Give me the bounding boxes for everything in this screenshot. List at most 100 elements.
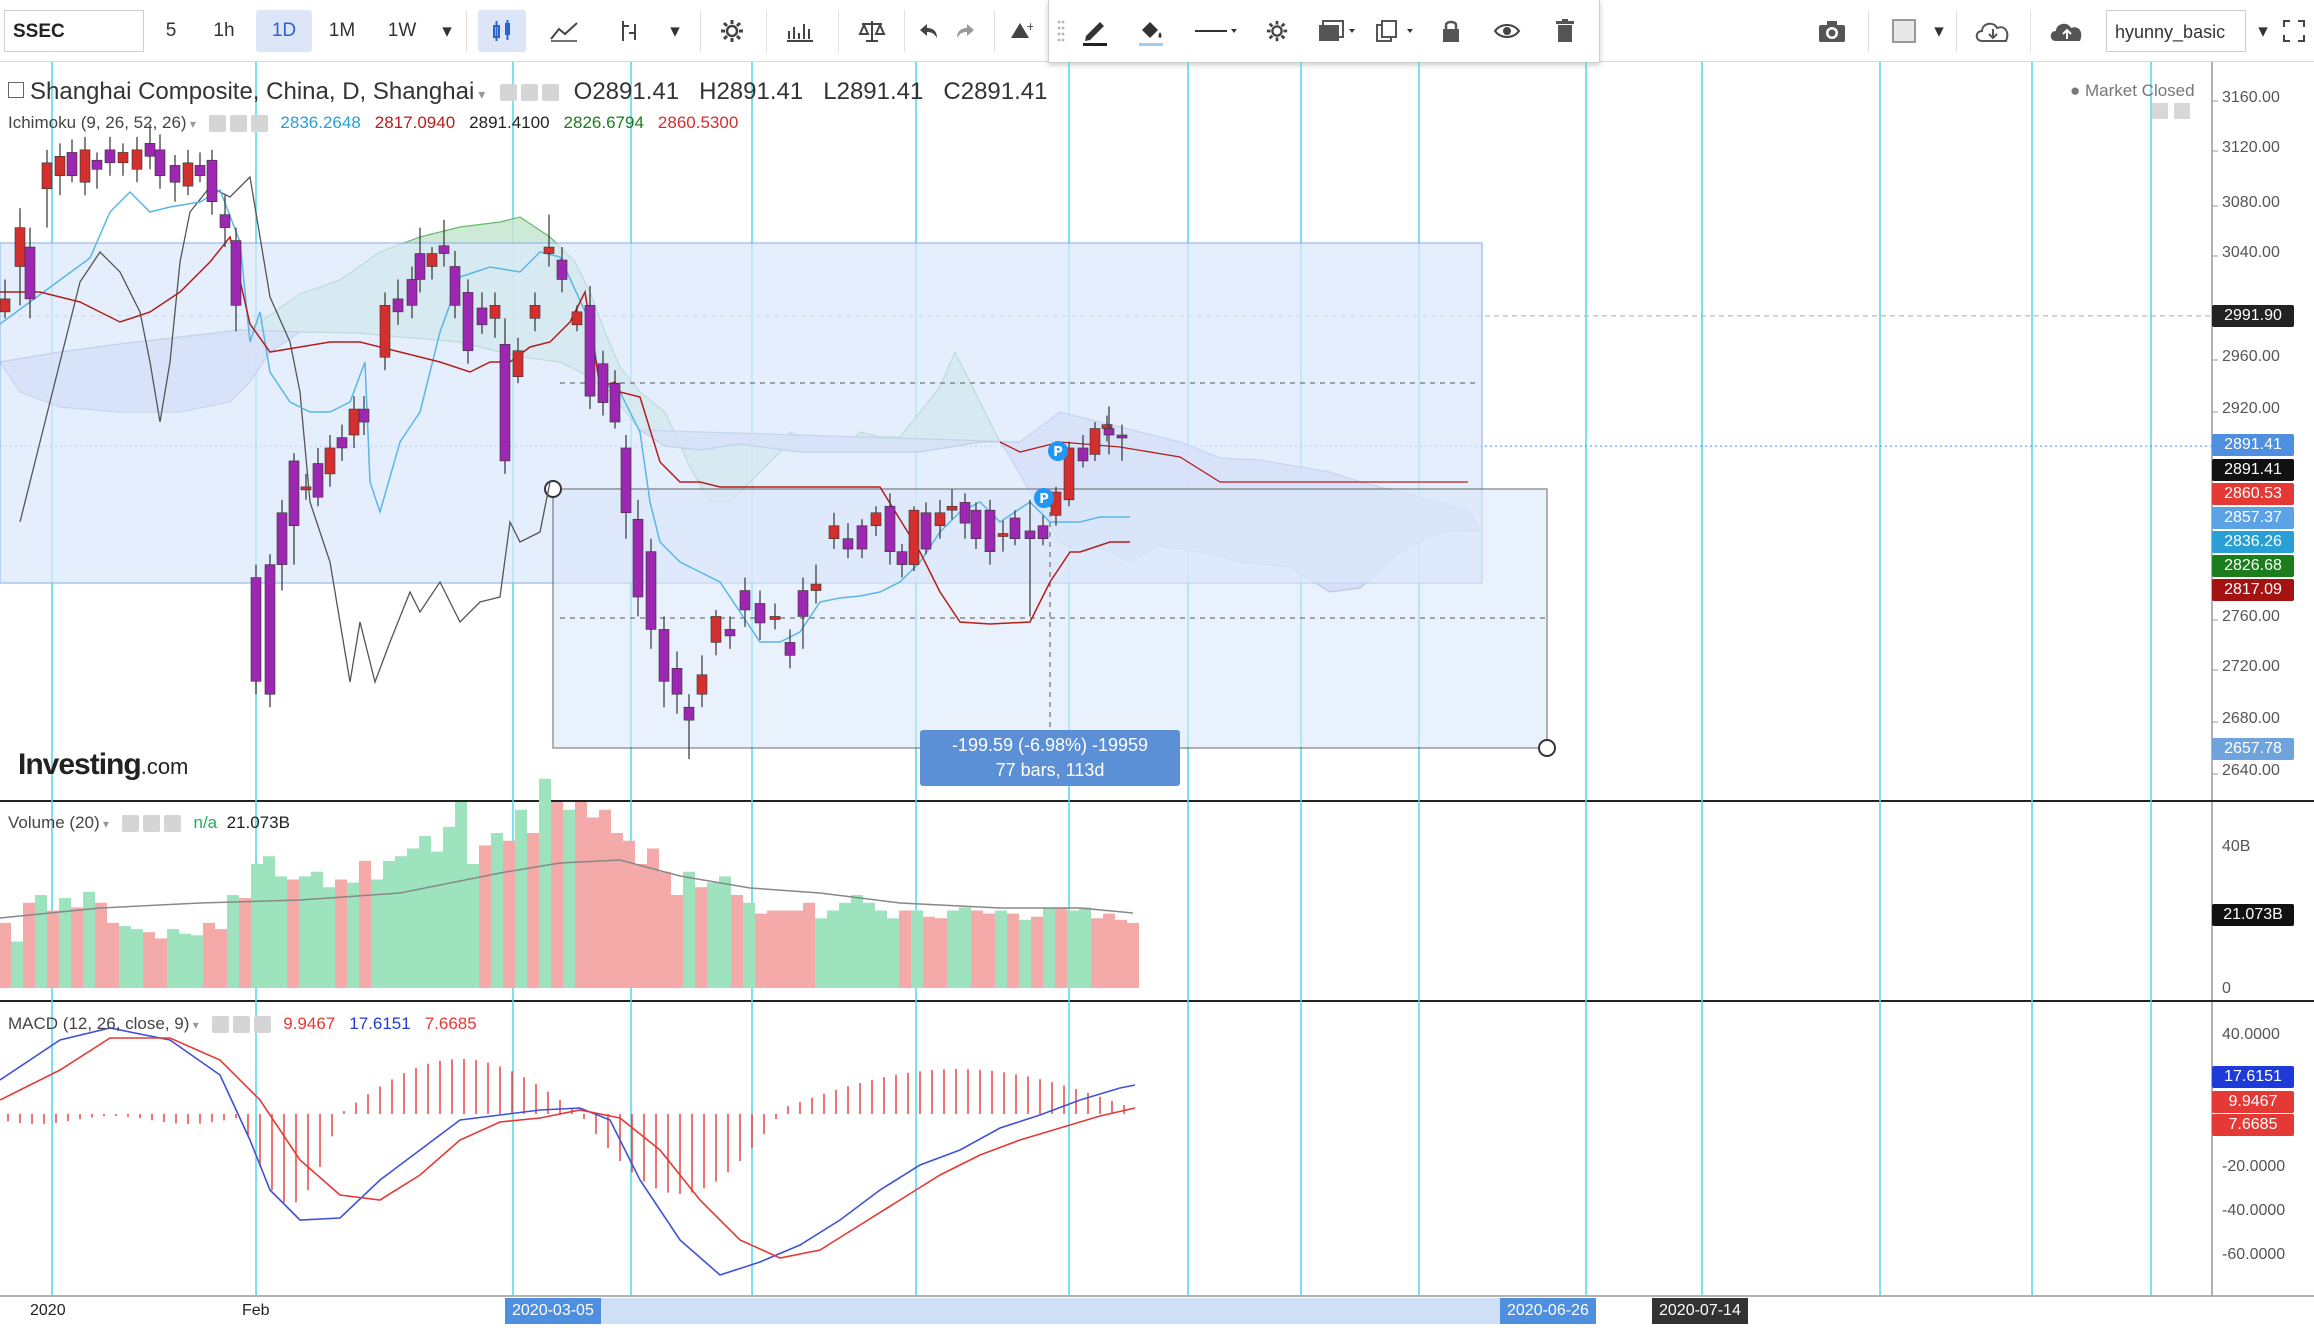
- candle-body: [24, 246, 36, 300]
- visibility-icon[interactable]: [499, 84, 517, 102]
- scale-up-icon[interactable]: [2174, 103, 2190, 119]
- price-tick: 2960.00: [2222, 348, 2280, 365]
- cloud-upload-icon[interactable]: [2036, 10, 2098, 52]
- volume-settings-icon[interactable]: [142, 815, 160, 833]
- line-style-icon[interactable]: [1185, 10, 1247, 52]
- collapse-icon[interactable]: [8, 81, 24, 98]
- fullscreen-icon[interactable]: [2276, 10, 2312, 52]
- candle-body: [584, 305, 596, 397]
- candle-body: [324, 447, 336, 475]
- legend-dropdown-icon[interactable]: ▾: [478, 86, 486, 102]
- volume-visibility-icon[interactable]: [121, 815, 139, 833]
- ichimoku-settings-icon[interactable]: [229, 115, 247, 133]
- legend-settings-icon[interactable]: [520, 84, 538, 102]
- position-marker-label: P: [1053, 445, 1063, 460]
- candle-body: [1063, 447, 1075, 501]
- ichimoku-visibility-icon[interactable]: [208, 115, 226, 133]
- candles-icon[interactable]: [478, 10, 526, 52]
- volume-tag: 21.073B: [2212, 904, 2294, 926]
- lock-icon[interactable]: [1429, 10, 1473, 52]
- indicators-icon[interactable]: [606, 10, 654, 52]
- volume-bar: [107, 922, 119, 988]
- clone-icon[interactable]: [1367, 10, 1423, 52]
- alert-icon[interactable]: +: [1000, 10, 1040, 52]
- macd-close-icon[interactable]: [253, 1016, 271, 1034]
- layers-icon[interactable]: [1309, 10, 1365, 52]
- candle-body: [1037, 525, 1049, 539]
- volume-bar: [623, 840, 635, 988]
- interval-1h-button[interactable]: 1h: [213, 20, 235, 41]
- macd-tag: 17.6151: [2212, 1066, 2294, 1088]
- scale-down-icon[interactable]: [2152, 103, 2168, 119]
- volume-bar: [743, 902, 755, 988]
- settings-icon[interactable]: [708, 10, 756, 52]
- redo-icon[interactable]: [948, 10, 984, 52]
- volume-bar: [875, 910, 887, 988]
- symbol-input[interactable]: SSEC: [4, 10, 144, 52]
- interval-1w-button[interactable]: 1W: [387, 20, 417, 41]
- user-dropdown-icon[interactable]: ▾: [2258, 20, 2268, 42]
- volume-bar: [899, 910, 911, 988]
- line-chart-icon[interactable]: [540, 10, 588, 52]
- trash-icon[interactable]: [1543, 10, 1587, 52]
- volume-bar: [755, 913, 767, 988]
- candle-body: [392, 298, 404, 313]
- ichimoku-span-b: [999, 441, 1468, 483]
- undo-icon[interactable]: [910, 10, 946, 52]
- interval-dropdown-icon[interactable]: ▾: [442, 20, 452, 42]
- macd-settings-icon[interactable]: [232, 1016, 250, 1034]
- macd-signal-line: [0, 1037, 1136, 1259]
- fill-icon[interactable]: [1129, 10, 1173, 52]
- candle-body: [1089, 428, 1101, 455]
- layout-dropdown-icon[interactable]: ▾: [1934, 20, 1944, 42]
- layout-icon[interactable]: [1880, 10, 1928, 52]
- low-value: L2891.41: [823, 78, 924, 105]
- chart-type-dropdown-icon[interactable]: ▾: [670, 20, 680, 42]
- volume-bar: [887, 918, 899, 988]
- candle-body: [984, 509, 996, 552]
- volume-bar: [467, 864, 479, 988]
- chart-canvas[interactable]: PP: [0, 62, 2314, 1332]
- bars-icon[interactable]: [774, 10, 826, 52]
- volume-bar: [251, 864, 263, 988]
- volume-bar: [35, 895, 47, 988]
- volume-bar: [83, 891, 95, 988]
- ichimoku-lagging-span: [19, 175, 551, 685]
- volume-value: 21.073B: [226, 813, 290, 832]
- macd-value: 17.6151: [349, 1014, 411, 1033]
- position-marker: [1048, 441, 1068, 461]
- candle-body: [632, 518, 644, 598]
- volume-close-icon[interactable]: [163, 815, 181, 833]
- volume-bar: [539, 778, 551, 988]
- legend-close-icon[interactable]: [541, 84, 559, 102]
- time-axis[interactable]: 2020 Feb: [0, 1296, 2212, 1326]
- eye-icon[interactable]: [1485, 10, 1529, 52]
- compare-icon[interactable]: [848, 10, 896, 52]
- candle-body: [556, 259, 568, 280]
- pencil-icon[interactable]: [1073, 10, 1117, 52]
- candle-body: [14, 227, 26, 267]
- camera-icon[interactable]: [1806, 10, 1858, 52]
- volume-bar: [683, 871, 695, 988]
- ichimoku-close-icon[interactable]: [250, 115, 268, 133]
- interval-1d-button[interactable]: 1D: [256, 10, 312, 52]
- user-menu[interactable]: hyunny_basic: [2106, 10, 2246, 52]
- gear-icon[interactable]: [1255, 10, 1299, 52]
- interval-1m-button[interactable]: 1M: [328, 20, 356, 41]
- cloud-download-icon[interactable]: [1962, 10, 2024, 52]
- svg-text:+: +: [1026, 20, 1033, 33]
- cursor-date: 2020-07-14: [1652, 1298, 1748, 1324]
- macd-visibility-icon[interactable]: [211, 1016, 229, 1034]
- measure-tooltip: -199.59 (-6.98%) -19959 77 bars, 113d: [920, 730, 1180, 786]
- candle-body: [920, 512, 932, 550]
- candle-body: [571, 311, 583, 326]
- candle-body: [739, 590, 751, 611]
- ichimoku-value: 2826.6794: [563, 113, 644, 132]
- volume-bar: [851, 895, 863, 988]
- price-tick: 2680.00: [2222, 710, 2280, 727]
- price-tick: 3160.00: [2222, 89, 2280, 106]
- interval-5-button[interactable]: 5: [165, 20, 177, 41]
- candle-body: [414, 253, 426, 280]
- drag-handle-icon[interactable]: [1057, 18, 1065, 44]
- volume-bar: [1007, 913, 1019, 988]
